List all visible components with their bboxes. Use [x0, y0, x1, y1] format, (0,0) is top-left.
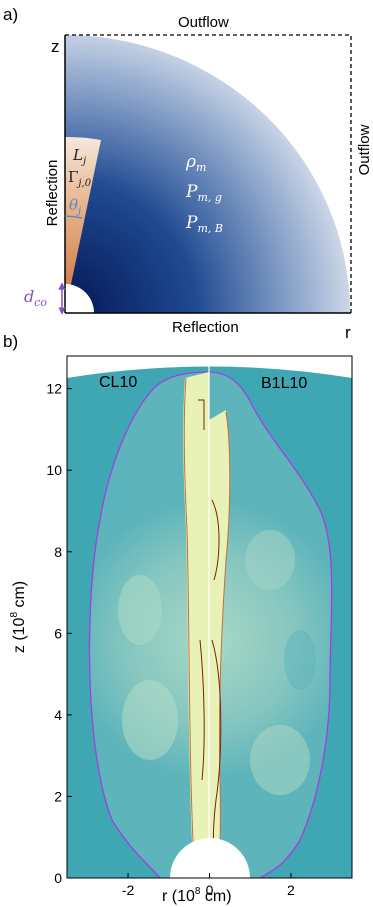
outer-contour-right — [208, 371, 333, 878]
jet-wedge — [65, 136, 101, 313]
ambient-medium — [65, 35, 350, 313]
jet-contour-right — [217, 411, 231, 878]
x-tick-label: -2 — [122, 882, 135, 898]
left-model-label: CL10 — [99, 374, 137, 391]
y-tick-label: 4 — [54, 707, 62, 723]
heatmap-area — [67, 356, 352, 878]
jet-luminosity-label: Lj — [72, 146, 86, 167]
jet-core-right — [209, 410, 230, 878]
core-radius-label: dco — [24, 287, 47, 309]
y-tick-label: 10 — [46, 462, 62, 478]
bottom-boundary-label: Reflection — [172, 319, 239, 336]
y-tick-label: 0 — [54, 870, 62, 886]
panel-a: a) z r Outflow Reflection Reflection Out… — [3, 5, 373, 342]
r-axis-label: r — [345, 323, 351, 342]
jet-contour-left — [183, 377, 196, 878]
medium-magnetic-pressure-label: Pm, B — [185, 213, 223, 235]
left-boundary-label: Reflection — [44, 160, 61, 227]
y-tick-label: 6 — [54, 625, 62, 641]
stellar-core — [65, 284, 94, 313]
panel-b-label: b) — [3, 332, 18, 351]
cocoon-blob — [106, 470, 134, 530]
cocoon-blob — [245, 530, 295, 590]
jet-angle-arc — [64, 215, 83, 219]
jet-lorentz-label: Γj,0 — [68, 168, 92, 189]
y-tick-label: 2 — [54, 788, 62, 804]
cocoon-blob — [284, 630, 316, 690]
x-axis-label: r (108 cm) — [162, 886, 232, 905]
x-tick-label: 2 — [287, 882, 295, 898]
axis-ticks: -2 0 2 0 2 4 6 8 10 12 — [46, 381, 295, 898]
cocoon-blob — [118, 575, 162, 645]
outflow-boundary — [65, 34, 352, 313]
z-axis-label: z — [51, 37, 60, 56]
right-model-label: B1L10 — [261, 375, 307, 392]
outer-contour-left — [88, 371, 210, 878]
jet-core-left — [183, 372, 209, 878]
cocoon-blob — [250, 725, 310, 795]
cocoon-blob — [122, 680, 178, 760]
y-axis-label: z (108 cm) — [9, 581, 28, 653]
right-boundary-label: Outflow — [356, 124, 373, 175]
x-tick-label: 0 — [206, 882, 214, 898]
jet-inner-contour-left — [198, 399, 205, 781]
medium-density-label: ρm — [185, 152, 206, 174]
panel-a-label: a) — [3, 5, 18, 24]
y-tick-label: 12 — [46, 381, 62, 397]
panel-b: b) — [3, 332, 353, 905]
top-boundary-label: Outflow — [178, 14, 229, 31]
medium-gas-pressure-label: Pm, g — [185, 182, 222, 204]
y-tick-label: 8 — [54, 544, 62, 560]
stellar-core-hole — [170, 838, 250, 878]
jet-angle-label: θj — [69, 196, 81, 217]
